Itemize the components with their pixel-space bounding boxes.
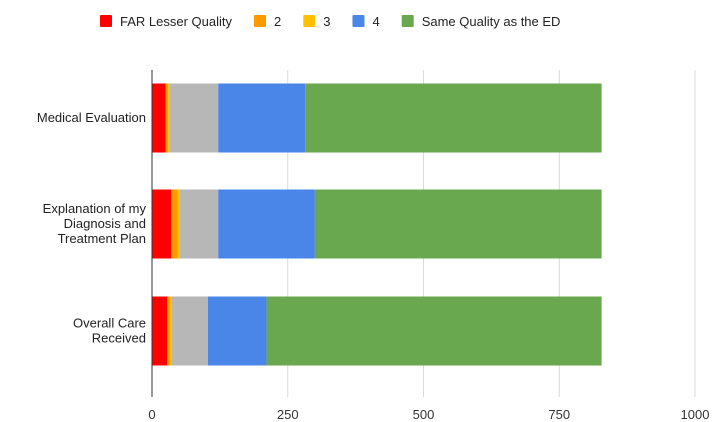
bar-segment-cat1-series5: [315, 190, 602, 259]
legend-item: Same Quality as the ED: [402, 14, 561, 29]
x-tick-label: 0: [148, 407, 155, 422]
bar-segment-cat2-series3: [172, 297, 208, 366]
bar-segment-cat2-series5: [267, 297, 602, 366]
legend-swatch: [100, 15, 112, 27]
category-label: Overall Care: [73, 316, 146, 331]
legend-swatch: [254, 15, 266, 27]
category-labels: Medical Evaluation Explanation of myDiagn…: [37, 110, 147, 346]
bar-segment-cat2-series1: [167, 297, 170, 366]
legend-swatch: [303, 15, 315, 27]
bar-segment-cat1-series0: [152, 190, 171, 259]
category-label: Explanation of my: [43, 201, 147, 216]
x-tick-label: 750: [548, 407, 570, 422]
bar-segment-cat0-series4: [218, 84, 305, 153]
bar-segment-cat1-series4: [218, 190, 315, 259]
bar-segment-cat1-series2: [178, 190, 180, 259]
category-label: Received: [92, 331, 146, 346]
legend-label: Same Quality as the ED: [422, 14, 561, 29]
category-label: Treatment Plan: [58, 231, 146, 246]
bar-segment-cat2-series0: [152, 297, 167, 366]
bar-segment-cat0-series5: [305, 84, 601, 153]
legend-item: 4: [352, 14, 379, 29]
bar-segment-cat0-series3: [170, 84, 218, 153]
bar-segment-cat2-series4: [208, 297, 267, 366]
bar-segment-cat2-series2: [170, 297, 172, 366]
x-tick-labels: 0 250 500 750 1000: [148, 407, 709, 422]
legend-item: FAR Lesser Quality: [100, 14, 232, 29]
legend-label: FAR Lesser Quality: [120, 14, 232, 29]
legend-item: 3: [303, 14, 330, 29]
bar-segment-cat0-series0: [152, 84, 166, 153]
legend-swatch: [402, 15, 414, 27]
x-tick-label: 500: [413, 407, 435, 422]
legend-label: 2: [274, 14, 281, 29]
bars: [152, 84, 602, 366]
legend-label: 4: [372, 14, 379, 29]
legend-item: 2: [254, 14, 281, 29]
x-tick-label: 250: [277, 407, 299, 422]
bar-segment-cat0-series2: [168, 84, 170, 153]
bar-segment-cat1-series1: [171, 190, 178, 259]
legend-label: 3: [323, 14, 330, 29]
category-label: Diagnosis and: [64, 216, 146, 231]
category-label: Medical Evaluation: [37, 110, 146, 125]
legend: FAR Lesser Quality 2 3 4 Same Quality as the…: [100, 14, 560, 29]
legend-swatch: [352, 15, 364, 27]
bar-segment-cat1-series3: [179, 190, 218, 259]
bar-segment-cat0-series1: [166, 84, 169, 153]
x-tick-label: 1000: [681, 407, 710, 422]
